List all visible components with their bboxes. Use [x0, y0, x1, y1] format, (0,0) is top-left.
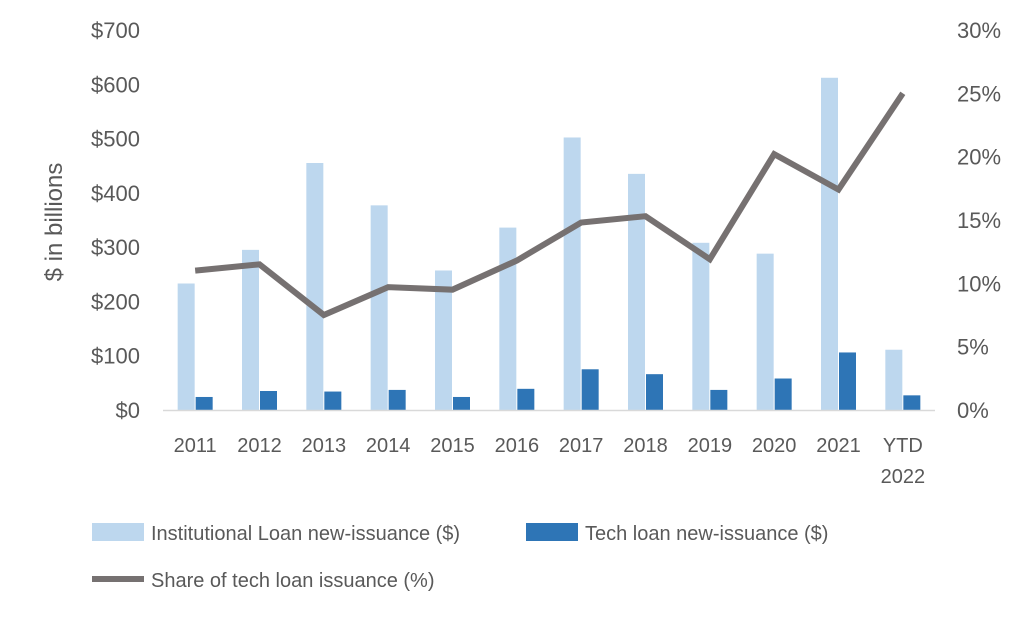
tech-bar [324, 391, 342, 410]
tech-bar [646, 374, 663, 410]
institutional-bar [370, 205, 388, 410]
institutional-bar [821, 77, 838, 411]
y-tick-label: $700 [91, 18, 140, 43]
x-tick-label: 2015 [430, 435, 475, 457]
y2-tick-label: 15% [957, 208, 1001, 233]
legend-label-tech: Tech loan new-issuance ($) [585, 523, 828, 545]
institutional-bar [692, 242, 710, 410]
institutional-bar [499, 227, 517, 410]
y2-tick-label: 0% [957, 398, 989, 423]
left-axis-ticks: $0 $100 $200 $300 $400 $500 $600 $700 [91, 18, 140, 423]
institutional-bar [563, 137, 581, 410]
legend-label-institutional: Institutional Loan new-issuance ($) [151, 523, 460, 545]
y2-tick-label: 20% [957, 145, 1001, 170]
legend-swatch-tech [526, 523, 578, 541]
y-tick-label: $200 [91, 289, 140, 314]
x-tick-label: 2012 [237, 435, 282, 457]
x-tick-label: 2014 [366, 435, 411, 457]
x-tick-label: 2018 [623, 435, 668, 457]
x-axis-ticks: 2011 2012 2013 2014 2015 2016 2017 2018 2019 2020… [174, 435, 925, 488]
institutional-bar [177, 283, 195, 410]
y2-tick-label: 25% [957, 81, 1001, 106]
x-tick-label: 2016 [495, 435, 540, 457]
y2-tick-label: 30% [957, 18, 1001, 43]
y-tick-label: $0 [116, 398, 140, 423]
share-line [194, 91, 906, 319]
tech-bar [517, 388, 535, 410]
tech-bar [839, 352, 856, 410]
y-tick-label: $600 [91, 72, 140, 97]
tech-bar [388, 389, 406, 410]
y2-tick-label: 10% [957, 271, 1001, 296]
tech-bar [710, 389, 728, 410]
y2-tick-label: 5% [957, 335, 989, 360]
tech-bar [774, 378, 792, 410]
legend-swatch-institutional [92, 523, 144, 541]
y-tick-label: $400 [91, 181, 140, 206]
tech-bar [581, 369, 599, 410]
y-tick-label: $300 [91, 235, 140, 260]
x-tick-label: 2021 [816, 435, 861, 457]
institutional-bar [306, 163, 324, 410]
line-group [194, 91, 906, 319]
tech-bar [260, 391, 277, 410]
institutional-bar [242, 249, 259, 410]
x-tick-label: 2017 [559, 435, 604, 457]
y-tick-label: $500 [91, 127, 140, 152]
x-tick-label: 2019 [688, 435, 733, 457]
x-tick-label: 2020 [752, 435, 797, 457]
institutional-bar [885, 349, 903, 410]
y-axis-title: $ in billions [41, 163, 68, 282]
legend-label-share: Share of tech loan issuance (%) [151, 570, 435, 592]
tech-bar [903, 395, 921, 410]
x-tick-label: 2011 [174, 435, 217, 457]
bars-group [177, 77, 921, 411]
tech-bar [453, 396, 470, 410]
tech-bar [195, 396, 213, 410]
x-tick-label: YTD 2022 [881, 435, 926, 488]
institutional-bar [756, 253, 774, 410]
institutional-bar [435, 270, 452, 410]
institutional-bar [628, 173, 645, 410]
y-tick-label: $100 [91, 344, 140, 369]
x-tick-label: 2013 [302, 435, 347, 457]
legend: Institutional Loan new-issuance ($) Tech … [92, 523, 828, 592]
right-axis-ticks: 0% 5% 10% 15% 20% 25% 30% [957, 18, 1001, 423]
